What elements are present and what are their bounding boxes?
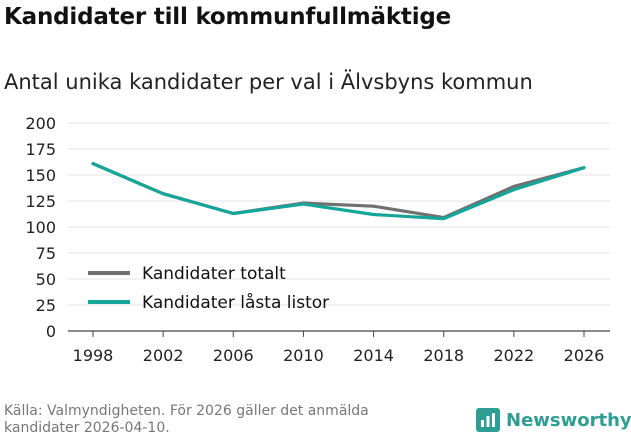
series-line-locked-lists xyxy=(91,162,586,221)
y-tick-label: 25 xyxy=(36,296,56,315)
y-tick-label: 75 xyxy=(36,244,56,263)
x-tick-label: 2006 xyxy=(213,346,254,365)
legend-label-total: Kandidater totalt xyxy=(142,264,286,284)
x-tick-label: 1998 xyxy=(73,346,114,365)
y-tick-label: 100 xyxy=(25,218,56,237)
x-tick-label: 2026 xyxy=(564,346,605,365)
newsworthy-logo-icon xyxy=(476,408,500,432)
chart-title: Kandidater till kommunfullmäktige xyxy=(4,4,452,30)
x-tick-label: 2018 xyxy=(423,346,464,365)
x-tick-label: 2014 xyxy=(353,346,394,365)
brand-name: Newsworthy xyxy=(506,409,631,431)
y-tick-label: 125 xyxy=(25,192,56,211)
y-tick-label: 150 xyxy=(25,166,56,185)
brand-logo-block: Newsworthy xyxy=(476,408,631,432)
y-tick-label: 0 xyxy=(46,322,56,341)
legend-label-locked-lists: Kandidater låsta listor xyxy=(142,292,329,313)
x-tick-label: 2002 xyxy=(143,346,184,365)
y-tick-label: 200 xyxy=(25,114,56,133)
source-note: Källa: Valmyndigheten. För 2026 gäller d… xyxy=(4,403,369,436)
x-tick-label: 2022 xyxy=(493,346,534,365)
chart-subtitle: Antal unika kandidater per val i Älvsbyn… xyxy=(4,70,533,94)
y-tick-label: 175 xyxy=(25,140,56,159)
y-tick-label: 50 xyxy=(36,270,56,289)
x-tick-label: 2010 xyxy=(283,346,324,365)
